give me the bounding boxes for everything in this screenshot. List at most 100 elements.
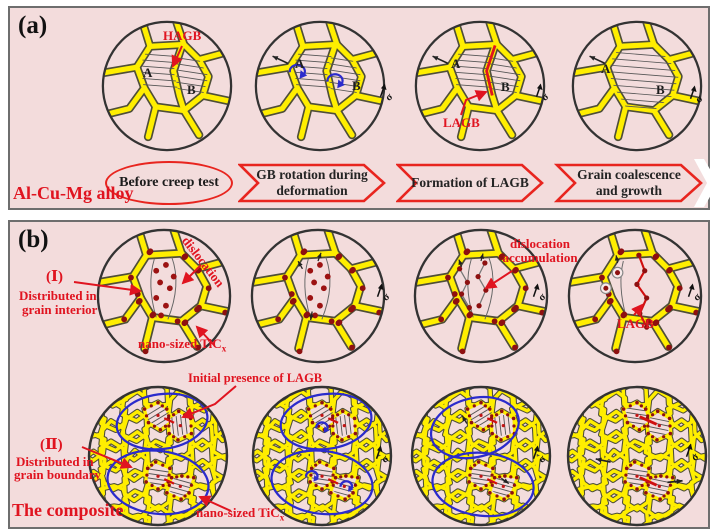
grain-structure-c3	[410, 385, 552, 527]
accumulation-line1: dislocation	[510, 236, 570, 251]
stress-arrow-icon	[532, 445, 540, 460]
chevron-arrow-shape	[396, 163, 544, 203]
row1-desc-line2: grain interior	[22, 302, 98, 317]
nano-ticx-label-row1: nano-sized TiCx	[138, 337, 226, 354]
stage-text-line: deformation	[276, 183, 348, 198]
hagb-label: HAGB	[163, 28, 202, 43]
nano-ticx-subscript: x	[221, 343, 227, 354]
grain-structure-a1	[101, 20, 233, 152]
row1-desc-line1: Distributed in	[19, 288, 97, 303]
grain-circle-a3	[414, 20, 546, 152]
lagb-red-boundary	[485, 45, 497, 96]
sigma-glyph: σ	[536, 453, 549, 466]
stress-arrow-icon	[689, 85, 697, 100]
stage-before-creep-label: Before creep test	[119, 175, 219, 190]
lagb-red-segment	[163, 417, 175, 424]
applied-stress-sigma-marker: σ	[369, 443, 397, 471]
grain-circle-c4	[566, 385, 708, 527]
grain-circle-outline	[101, 20, 233, 152]
lagb-red-segment	[639, 415, 658, 426]
grain-structure-a2	[254, 20, 386, 152]
cluster-ellipse	[270, 449, 374, 516]
applied-stress-sigma-marker: σ	[370, 281, 398, 309]
grain-b-label: B	[501, 79, 510, 94]
stress-arrow-icon	[535, 83, 543, 98]
row2-desc-line2: grain boundary	[14, 467, 102, 482]
grain-circle-a2	[254, 20, 386, 152]
accumulation-line2: accumulation	[502, 249, 578, 265]
grain-circle-outline	[96, 228, 232, 364]
stage-before-creep-ellipse: Before creep test	[105, 161, 233, 205]
stress-arrow-icon	[375, 445, 383, 460]
stage-gb-rotation-label: GB rotation during deformation	[238, 163, 386, 203]
grain-circle-outline	[250, 228, 386, 364]
grain-structure-b4	[567, 228, 703, 364]
lagb-label-row1: LAGB	[617, 316, 654, 331]
cluster-ellipse	[431, 451, 535, 518]
stress-arrow-icon	[379, 83, 387, 98]
grain-b-label: B	[352, 78, 361, 93]
grain-circle-outline	[413, 228, 549, 364]
sigma-glyph: σ	[536, 291, 549, 304]
panel-a-tag: (a)	[18, 12, 48, 39]
lagb-red-segment	[327, 417, 339, 424]
grain-b-label: B	[656, 82, 665, 97]
row2-desc-line1: Distributed in	[16, 454, 94, 469]
stress-arrow-icon	[532, 283, 540, 298]
grain-circle-outline	[567, 228, 703, 364]
grain-structure-b2	[250, 228, 386, 364]
grain-structure-a4	[571, 20, 703, 152]
stress-arrow-icon	[376, 283, 384, 298]
cluster-ellipse	[106, 449, 210, 516]
row2-numeral: (Ⅱ)	[40, 437, 63, 453]
grain-b-label: B	[187, 82, 196, 97]
stage-grain-coalescence-chevron: Grain coalescence and growth	[554, 163, 704, 203]
nano-ticx-subscript: x	[279, 512, 285, 523]
stage-formation-lagb-chevron: Formation of LAGB	[396, 163, 544, 203]
cluster-ellipse	[429, 395, 520, 460]
grain-a-label: A	[295, 56, 305, 71]
grain-circle-outline	[414, 20, 546, 152]
stress-arrow-icon	[687, 283, 695, 298]
grain-circle-c2	[251, 385, 393, 527]
nano-ticx-text: nano-sized TiC	[196, 505, 280, 520]
grain-structure-c2	[251, 385, 393, 527]
flow-continue-white-arrow-icon	[694, 159, 718, 207]
applied-stress-sigma-marker: σ	[529, 81, 557, 109]
grain-a-label: A	[601, 61, 611, 76]
grain-circle-c3	[410, 385, 552, 527]
grain-a-label: A	[451, 56, 461, 71]
sigma-glyph: σ	[689, 451, 702, 464]
dislocation-accumulation-label: dislocation accumulation	[490, 237, 590, 264]
lagb-red-segment	[163, 478, 175, 485]
nano-ticx-text: nano-sized TiC	[138, 336, 222, 351]
chevron-arrow-shape	[238, 163, 386, 203]
applied-stress-sigma-marker: σ	[681, 281, 709, 309]
lagb-label-panel-a: LAGB	[443, 115, 480, 130]
grain-structure-b3	[413, 228, 549, 364]
lagb-red-segment	[639, 476, 658, 487]
grain-a-label: A	[143, 65, 153, 80]
applied-stress-sigma-marker: σ	[526, 443, 554, 471]
grain-circle-a1	[101, 20, 233, 152]
grain-structure-a3	[414, 20, 546, 152]
lagb-red-segment	[327, 478, 339, 485]
grain-circle-a4	[571, 20, 703, 152]
lagb-red-segment	[486, 478, 498, 485]
stage-text-line: and growth	[595, 183, 663, 198]
row1-numeral: (Ⅰ)	[46, 269, 64, 285]
chevron-arrow-shape	[554, 163, 703, 203]
stage-formation-lagb-label: Formation of LAGB	[396, 163, 544, 203]
grain-circle-b2	[250, 228, 386, 364]
grain-structure-c4	[566, 385, 708, 527]
applied-stress-sigma-marker: σ	[679, 441, 707, 469]
sigma-glyph: σ	[380, 291, 393, 304]
sigma-glyph: σ	[693, 93, 706, 106]
grain-circle-outline	[566, 385, 708, 527]
applied-stress-sigma-marker: σ	[373, 81, 401, 109]
panel-b-tag: (b)	[18, 226, 49, 253]
applied-stress-sigma-marker: σ	[683, 83, 711, 111]
sigma-glyph: σ	[383, 91, 396, 104]
grain-circle-outline	[571, 20, 703, 152]
